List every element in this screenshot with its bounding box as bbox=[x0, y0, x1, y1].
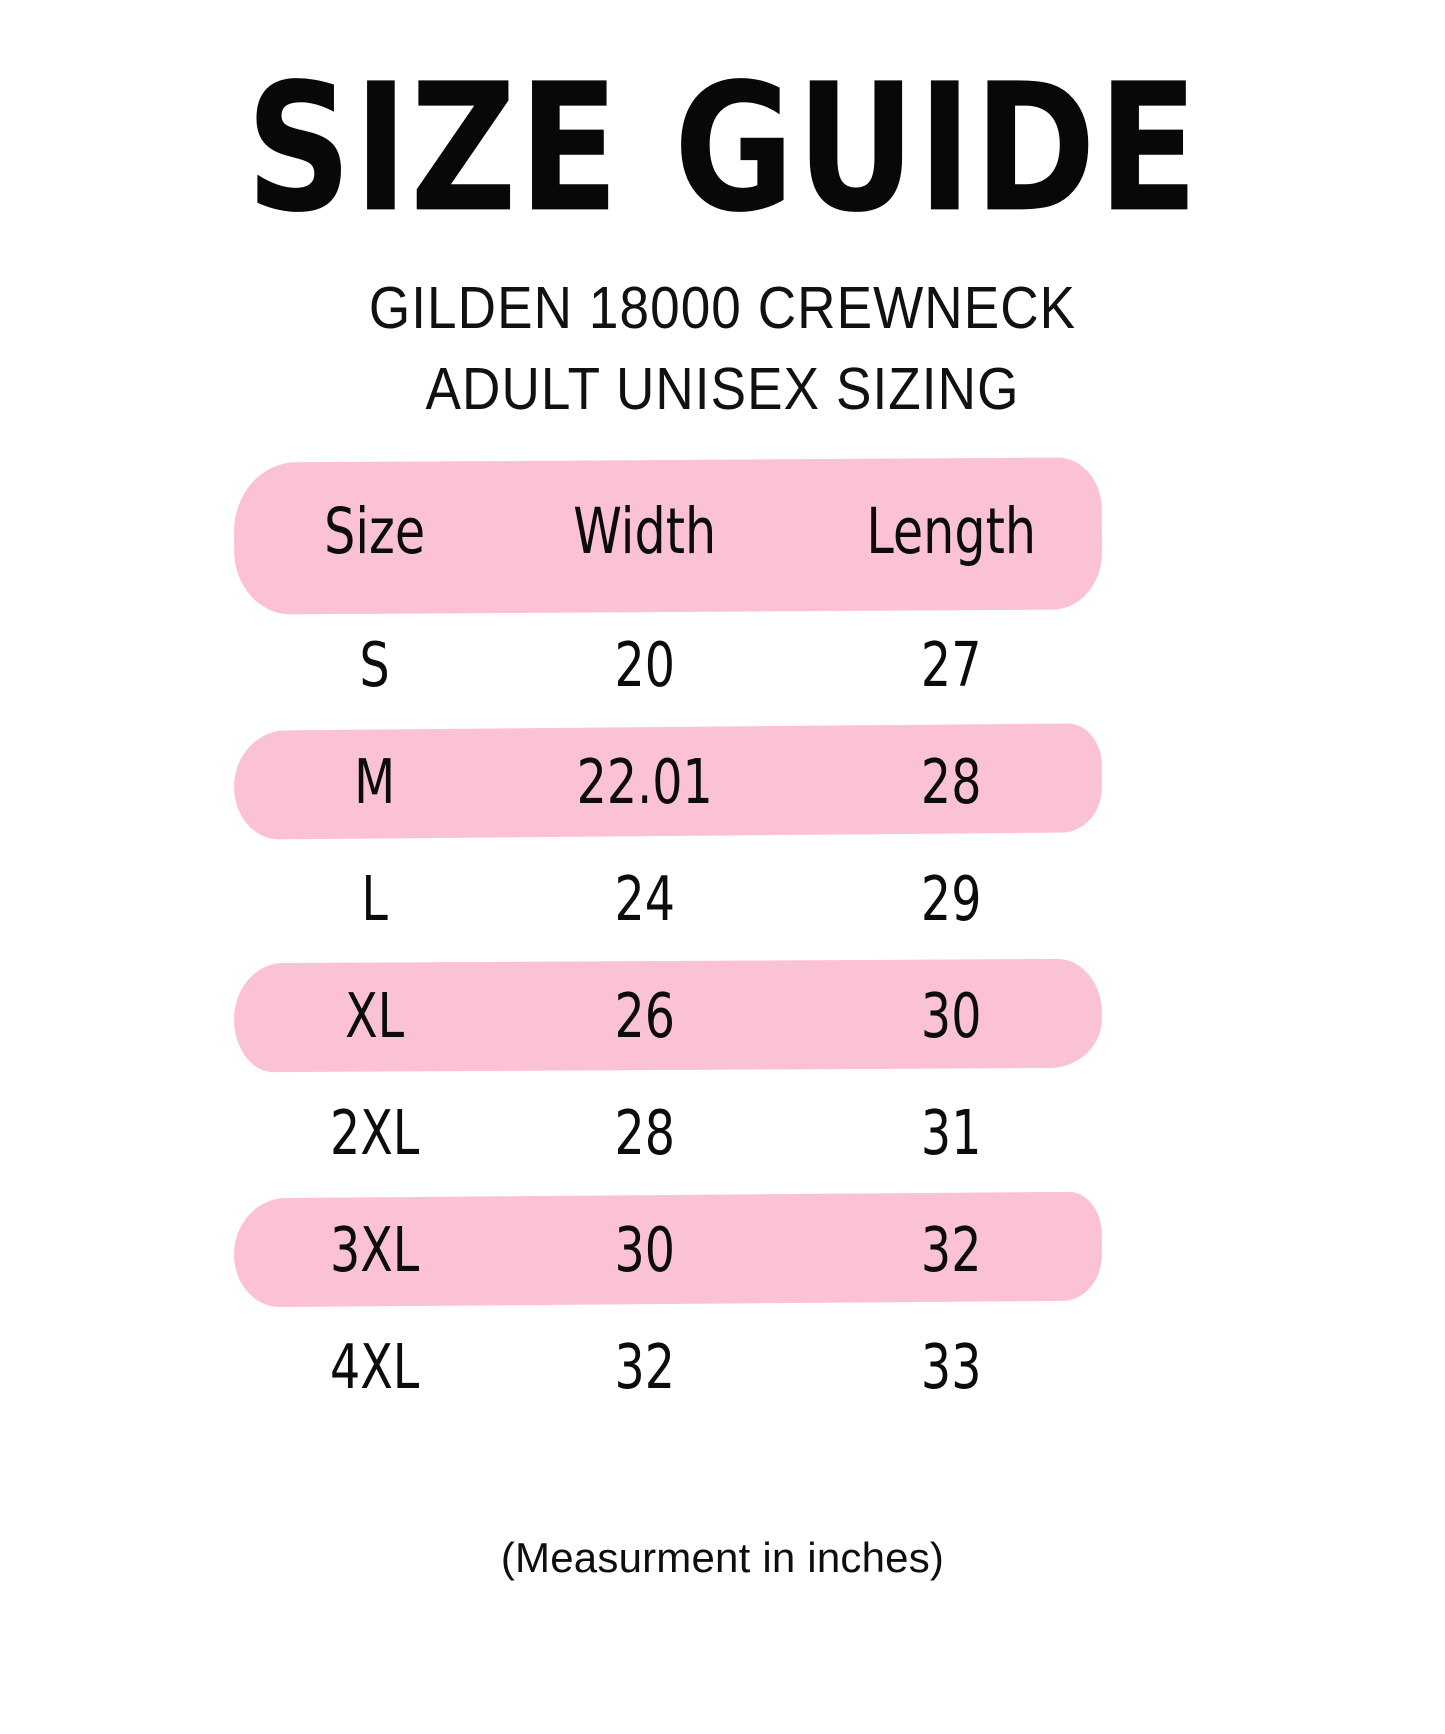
table-row: 3XL 30 32 bbox=[233, 1191, 1103, 1308]
cell-length: 31 bbox=[920, 1096, 982, 1169]
cell-width: 20 bbox=[614, 628, 675, 701]
cell-width: 24 bbox=[614, 862, 675, 935]
cell-size: L bbox=[361, 862, 388, 935]
column-header-size: Size bbox=[324, 494, 426, 570]
table-row: 4XL 32 33 bbox=[248, 1308, 1088, 1425]
column-header-length: Length bbox=[866, 494, 1037, 570]
cell-size: M bbox=[354, 745, 396, 818]
table-row: 2XL 28 31 bbox=[248, 1074, 1088, 1191]
cell-length: 30 bbox=[920, 979, 982, 1052]
cell-length: 28 bbox=[920, 745, 982, 818]
cell-width: 32 bbox=[614, 1330, 675, 1403]
cell-length: 29 bbox=[920, 862, 982, 935]
cell-size: S bbox=[359, 628, 390, 701]
table-header-row: Size Width Length bbox=[233, 457, 1103, 615]
cell-size: 3XL bbox=[329, 1213, 420, 1286]
size-table: Size Width Length S 20 27 M 22.01 28 L 2… bbox=[233, 457, 1103, 1425]
cell-size: 2XL bbox=[329, 1096, 420, 1169]
column-header-width: Width bbox=[573, 494, 717, 570]
measurement-note: (Measurment in inches) bbox=[500, 1534, 945, 1581]
subtitle-line-1: GILDEN 18000 CREWNECK bbox=[368, 275, 1077, 341]
cell-length: 32 bbox=[920, 1213, 982, 1286]
cell-width: 28 bbox=[614, 1096, 675, 1169]
table-row: XL 26 30 bbox=[233, 957, 1103, 1074]
cell-width: 22.01 bbox=[576, 745, 713, 818]
cell-size: XL bbox=[345, 979, 405, 1052]
table-row: S 20 27 bbox=[248, 606, 1088, 723]
cell-width: 30 bbox=[614, 1213, 675, 1286]
page-subtitle: GILDEN 18000 CREWNECK ADULT UNISEX SIZIN… bbox=[0, 268, 1445, 431]
cell-length: 33 bbox=[920, 1330, 982, 1403]
subtitle-line-2: ADULT UNISEX SIZING bbox=[425, 356, 1020, 423]
page-title: SIZE GUIDE bbox=[245, 45, 1200, 252]
cell-size: 4XL bbox=[329, 1330, 420, 1403]
cell-length: 27 bbox=[920, 628, 982, 701]
table-row: M 22.01 28 bbox=[233, 723, 1103, 840]
page-title-container: SIZE GUIDE bbox=[0, 61, 1445, 238]
table-row: L 24 29 bbox=[248, 840, 1088, 957]
cell-width: 26 bbox=[614, 979, 675, 1052]
